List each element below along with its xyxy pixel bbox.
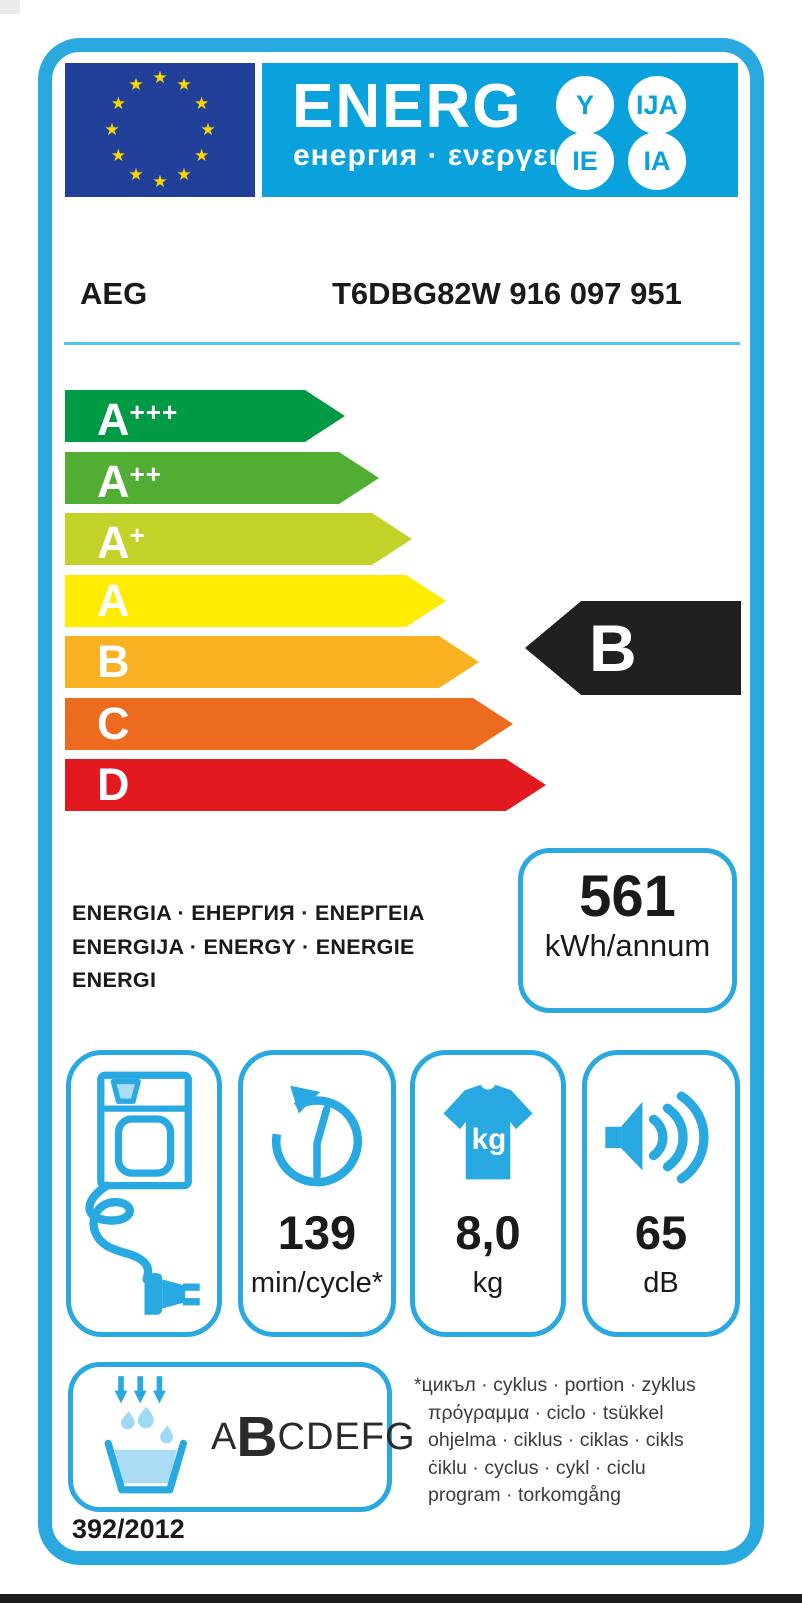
condensation-efficiency-box: A B CDEFG (68, 1362, 415, 1512)
language-badge-ia: IA (628, 132, 686, 190)
annual-energy-value: 561 (579, 864, 676, 929)
scale-row-b: B (65, 636, 479, 688)
eu-flag-star: ★ (110, 94, 127, 113)
laundry-shirt-icon: kg (415, 1081, 561, 1185)
condensation-class-letters: A B CDEFG (211, 1367, 416, 1507)
condensation-letters-after: CDEFG (277, 1415, 416, 1458)
energy-word-line: ENERGI (72, 968, 157, 992)
brand-name: AEG (80, 276, 148, 311)
eu-flag-star: ★ (152, 68, 168, 87)
energy-word-line: ENERGIJA · ENERGY · ENERGIE (72, 934, 415, 959)
noise-box: 65 dB (582, 1050, 740, 1337)
scale-row-label: D (97, 759, 130, 810)
model-number: T6DBG82W 916 097 951 (332, 276, 682, 311)
scale-row-d: D (65, 759, 546, 811)
scale-row-a+++: A+++ (65, 390, 345, 445)
scale-row-a++: A++ (65, 451, 379, 507)
cycle-footnote-text: *цикъл · cyklus · portion · zyklus πρόγρα… (414, 1372, 744, 1510)
scale-row-arrow-tip (406, 574, 446, 627)
footnote-line: program · torkomgång (428, 1484, 621, 1506)
cycle-timer-icon (243, 1077, 391, 1195)
capacity-unit: kg (472, 1267, 504, 1299)
energy-multilingual-text: ENERGIA · ЕНЕРГИЯ · ENEPΓEIA ENERGIJA · E… (72, 897, 425, 998)
footnote-line: *цикъл · cyklus · portion · zyklus (414, 1374, 696, 1396)
scale-row-label: A+++ (97, 394, 179, 445)
language-badge-ie: IE (556, 132, 614, 190)
energ-logo-subtitle: енергия · ενεργεια (293, 139, 578, 172)
cycle-time-unit: min/cycle* (250, 1267, 384, 1299)
language-badge-ija: IJA (628, 76, 686, 134)
condensation-letter-current: B (236, 1405, 278, 1469)
noise-unit: dB (643, 1267, 679, 1299)
capacity-box: kg 8,0 kg (410, 1050, 566, 1337)
annual-energy-box: 561 kWh/annum (518, 848, 737, 1013)
regulation-number: 392/2012 (72, 1514, 185, 1544)
eu-flag-star: ★ (176, 74, 192, 94)
condensation-letters-before: A (211, 1415, 237, 1458)
footnote-line: ċiklu · cyclus · cykl · ciclu (428, 1456, 646, 1479)
scale-row-arrow-tip (372, 513, 412, 565)
scale-row-label: C (97, 697, 130, 749)
eu-flag: ★ ★ ★ ★ ★ ★ ★ ★ ★ ★ ★ ★ (65, 63, 255, 197)
eu-flag-star: ★ (152, 172, 168, 191)
capacity-value: 8,0 (455, 1206, 521, 1259)
scale-row-label: A (97, 574, 130, 626)
footnote-line: πρόγραμμα · ciclo · tsükkel (428, 1401, 664, 1424)
rating-class-arrow: B (525, 601, 741, 695)
footnote-line: ohjelma · ciklus · ciklas · cikls (428, 1429, 684, 1451)
scale-row-arrow-tip (506, 759, 546, 811)
scale-row-arrow-tip (339, 451, 379, 504)
annual-energy-unit: kWh/annum (544, 927, 711, 963)
scale-row-c: C (65, 697, 513, 750)
scale-row-arrow-tip (439, 636, 479, 688)
scale-row-arrow-tip (473, 697, 513, 750)
screenshot-corner-artifact (0, 0, 20, 14)
cycle-time-box: 139 min/cycle* (238, 1050, 396, 1337)
scale-row-a: A (65, 574, 446, 627)
energy-word-line: ENERGIA · ЕНЕРГИЯ · ENEPΓEIA (72, 901, 425, 925)
eu-flag-star: ★ (176, 165, 192, 185)
energ-logo-text: ENERG (292, 72, 523, 141)
cycle-time-value: 139 (277, 1206, 357, 1259)
noise-value: 65 (634, 1206, 688, 1259)
eu-flag-star: ★ (104, 120, 120, 139)
language-badge-y: Y (556, 76, 614, 134)
eu-flag-star: ★ (200, 120, 216, 139)
screenshot-bottom-edge (0, 1594, 802, 1603)
condensation-icon (97, 1373, 193, 1497)
speaker-noise-icon (587, 1085, 735, 1189)
dryer-type-box (66, 1050, 222, 1337)
eu-flag-star: ★ (128, 74, 144, 94)
eu-flag-star: ★ (193, 146, 210, 165)
shirt-kg-label: kg (472, 1123, 507, 1156)
scale-row-a+: A+ (65, 513, 412, 568)
scale-row-label: B (97, 636, 130, 687)
scale-row-label: A++ (97, 455, 162, 507)
eu-flag-star: ★ (110, 146, 127, 165)
scale-row-label: A+ (97, 517, 146, 568)
scale-row-arrow-tip (305, 390, 345, 442)
eu-flag-star: ★ (193, 94, 210, 113)
divider-line (64, 342, 740, 345)
tumble-dryer-plug-icon (71, 1069, 217, 1321)
eu-flag-star: ★ (128, 165, 144, 185)
rating-class-letter: B (589, 611, 637, 685)
